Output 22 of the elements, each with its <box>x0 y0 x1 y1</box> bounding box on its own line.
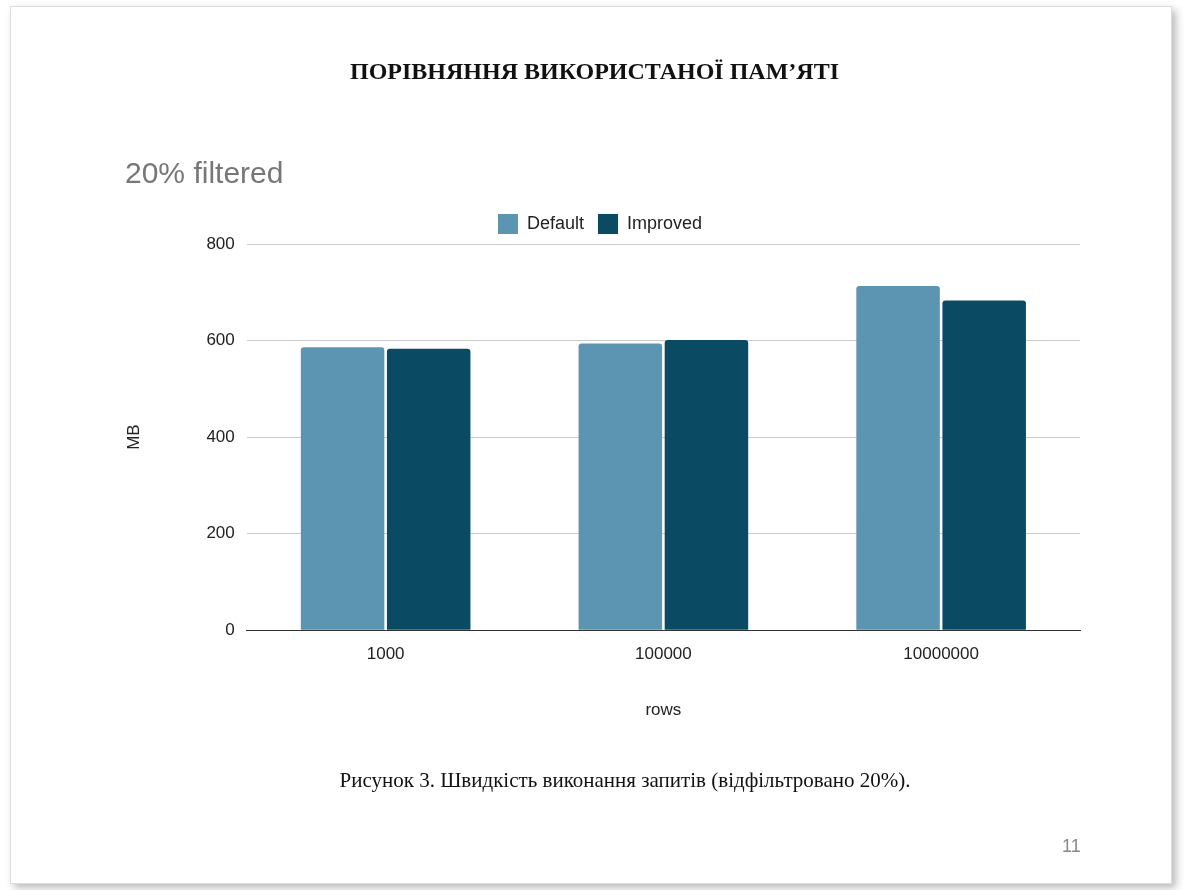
y-tick-label: 800 <box>206 233 235 253</box>
text: Рисунок 3. Швидкість виконання запитів (відфільтровано 20%). <box>338 768 912 793</box>
text: 11 <box>1062 836 1081 857</box>
x-tick-label: 100000 <box>635 644 692 664</box>
chart-subtitle: 20% filtered <box>125 156 284 190</box>
bar <box>578 343 663 630</box>
y-tick-label: 600 <box>206 330 235 350</box>
bar <box>664 340 749 630</box>
bar <box>856 286 940 630</box>
bar <box>942 300 1026 630</box>
y-tick-label: 200 <box>206 523 235 543</box>
y-tick-label: 400 <box>206 426 235 446</box>
x-tick-label: 10000000 <box>903 644 979 664</box>
y-axis-title: MB <box>123 424 143 450</box>
y-tick-label: 0 <box>225 619 235 639</box>
bar <box>300 347 385 630</box>
x-tick-label: 1000 <box>366 644 405 664</box>
legend-label: Improved <box>627 212 703 233</box>
chart-title: ПОРІВНЯННЯ ВИКОРИСТАНОЇ ПАМ’ЯТІ <box>349 58 840 85</box>
legend-label: Default <box>526 212 585 233</box>
bar <box>386 348 471 630</box>
x-axis-title: rows <box>645 700 682 720</box>
